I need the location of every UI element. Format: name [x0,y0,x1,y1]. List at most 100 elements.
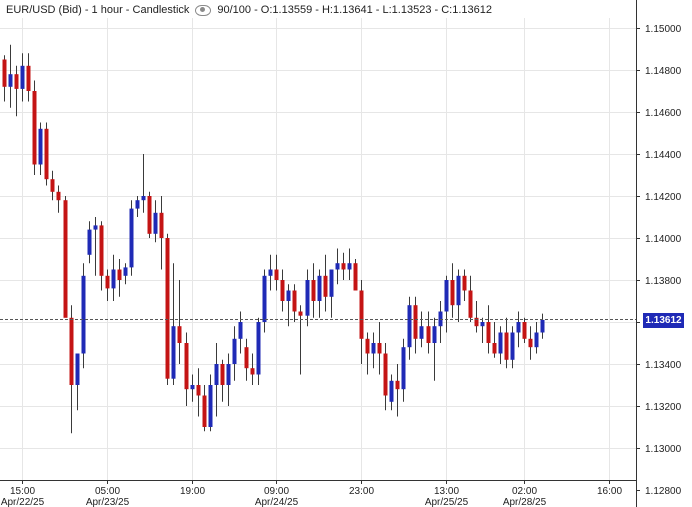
candle [504,317,509,369]
candle [540,313,545,339]
candle [81,263,86,369]
candle-body [105,275,110,289]
candle-body [498,332,503,354]
candle-body [214,364,219,385]
candle [450,263,455,318]
candle [426,311,431,354]
candle-body [220,364,225,385]
candle-body [171,326,176,379]
candle-body [359,290,364,339]
candle [93,217,98,276]
candle [2,55,7,102]
candle-body [202,395,207,427]
candle-body [419,326,424,339]
candle-body [123,267,128,276]
candle [486,305,491,354]
candle-body [93,225,98,230]
candle-body [486,322,491,343]
x-tick-date: Apr/24/25 [255,497,299,507]
candle [286,284,291,327]
candle-body [462,275,467,291]
candle [250,353,255,385]
candle [389,374,394,411]
candle-body [14,74,19,89]
candles [2,44,545,434]
candle [75,353,80,411]
candle [298,305,303,375]
candle [438,301,443,343]
candle [171,263,176,385]
eye-icon[interactable] [195,4,212,16]
candle [147,191,152,238]
candle-body [226,364,231,385]
candle-body [2,59,7,87]
x-tick-time: 19:00 [180,486,205,497]
candle [117,259,122,297]
candle-body [286,290,291,301]
candle-body [81,275,86,354]
candle [135,196,140,217]
candle-body [516,322,521,333]
candle-body [305,280,310,316]
candle-body [347,263,352,270]
candle [87,221,92,264]
candle [20,53,25,102]
candle [528,326,533,360]
candle-body [323,275,328,297]
candle-body [32,91,37,165]
x-tick-time: 23:00 [349,486,374,497]
candle [395,364,400,417]
x-tick-time: 05:00 [95,486,120,497]
candle-body [147,196,152,234]
candle-body [280,280,285,301]
candle-body [540,319,545,333]
candle-body [238,322,243,339]
candle [69,305,74,434]
x-tick-time: 09:00 [264,486,289,497]
candle-body [298,311,303,316]
candle-body [135,200,140,209]
candle [56,185,61,213]
candle [401,338,406,402]
candle [383,343,388,411]
ohlc-readout: 90/100 - O:1.13559 - H:1.13641 - L:1.135… [217,4,492,16]
candle-body [184,343,189,390]
candle-body [26,65,31,91]
candle-body [317,275,322,301]
candle [365,332,370,375]
x-tick-date: Apr/25/25 [425,497,469,507]
chart-header: EUR/USD (Bid) - 1 hour - Candlestick 90/… [6,4,492,16]
candle [129,200,134,276]
candle-body [468,290,473,318]
y-tick-label: 1.13400 [645,360,682,371]
candle [280,269,285,312]
candle [208,374,213,432]
candle-body [129,208,134,268]
candle-body [426,326,431,343]
candle [184,332,189,406]
candle-body [50,179,55,192]
y-tick-label: 1.14600 [645,108,682,119]
candle-body [450,280,455,306]
candle-body [456,275,461,306]
candle-body [474,317,479,327]
candle [226,353,231,406]
candle [341,252,346,280]
candle [244,338,249,381]
candle-body [329,269,334,297]
candle [522,317,527,343]
candle [32,80,37,175]
candle-body [250,368,255,375]
y-tick-label: 1.14000 [645,234,682,245]
candle-body [111,269,116,289]
candle [190,374,195,402]
candle [220,359,225,402]
candle-body [44,128,49,180]
candle [238,311,243,354]
y-axis: 1.15000 1.14800 1.14600 1.14400 1.14200 1.140… [636,0,682,507]
candle-body [8,74,13,87]
candle-body [87,229,92,255]
candle-body [190,385,195,390]
y-tick-label: 1.14400 [645,150,682,161]
